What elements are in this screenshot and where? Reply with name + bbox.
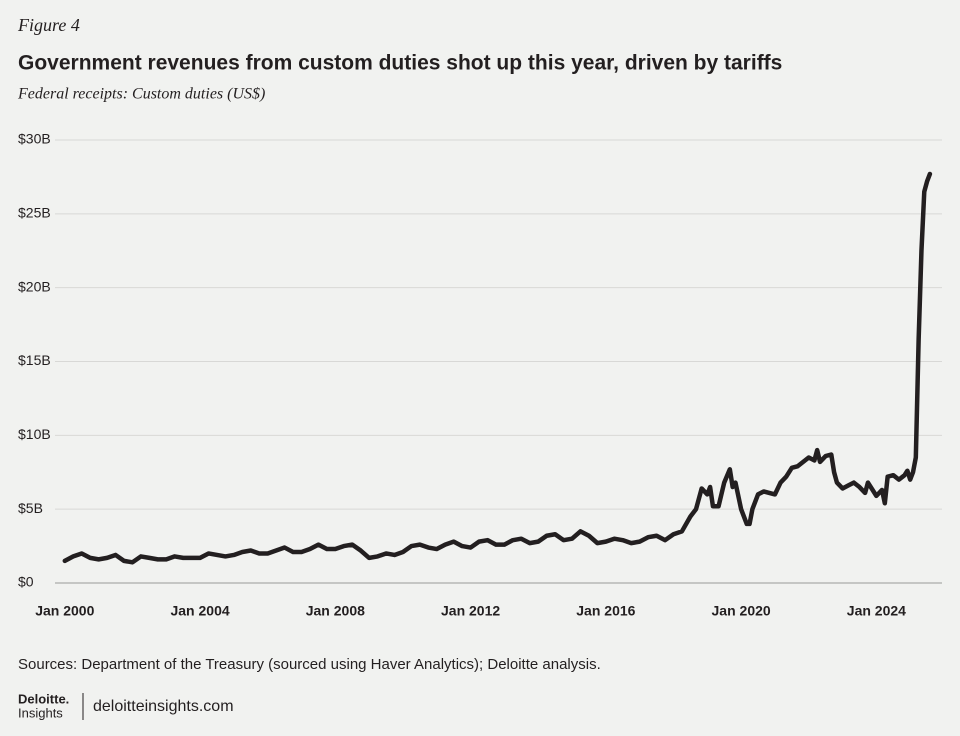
y-tick-label: $25B bbox=[18, 205, 51, 221]
x-tick-label: Jan 2008 bbox=[306, 603, 365, 619]
x-tick-label: Jan 2024 bbox=[847, 603, 906, 619]
y-tick-label: $0 bbox=[18, 574, 34, 590]
x-tick-label: Jan 2020 bbox=[712, 603, 771, 619]
chart-title: Government revenues from custom duties s… bbox=[18, 52, 782, 75]
chart-subtitle: Federal receipts: Custom duties (US$) bbox=[17, 86, 265, 103]
x-tick-label: Jan 2016 bbox=[576, 603, 635, 619]
y-tick-label: $20B bbox=[18, 278, 51, 294]
y-tick-label: $15B bbox=[18, 352, 51, 368]
source-note: Sources: Department of the Treasury (sou… bbox=[18, 656, 601, 673]
brand-site: deloitteinsights.com bbox=[93, 698, 234, 715]
x-tick-label: Jan 2000 bbox=[35, 603, 94, 619]
figure-label: Figure 4 bbox=[17, 15, 80, 35]
x-tick-label: Jan 2004 bbox=[170, 603, 229, 619]
y-tick-label: $30B bbox=[18, 131, 51, 147]
brand-name: Deloitte. bbox=[18, 691, 69, 706]
x-tick-label: Jan 2012 bbox=[441, 603, 500, 619]
data-line bbox=[62, 171, 933, 565]
brand-sub: Insights bbox=[18, 705, 63, 720]
y-tick-label: $5B bbox=[18, 500, 43, 516]
y-tick-label: $10B bbox=[18, 426, 51, 442]
